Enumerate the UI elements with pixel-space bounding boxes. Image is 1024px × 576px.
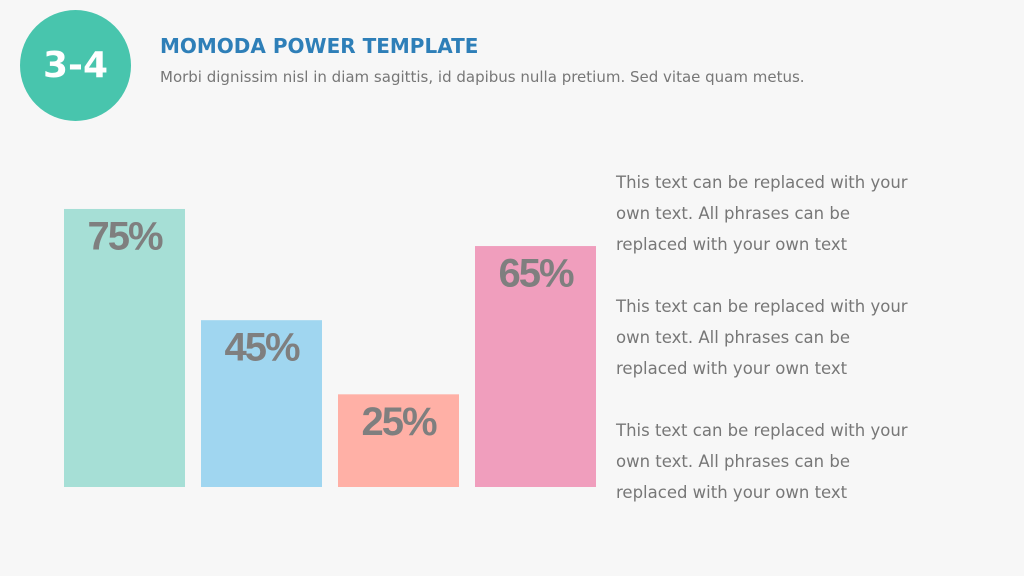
- title: MOMODA POWER TEMPLATE: [160, 34, 479, 58]
- paragraph: This text can be replaced with your own …: [616, 421, 908, 502]
- badge: 3-4: [20, 10, 131, 121]
- value-label: 65%: [498, 252, 573, 296]
- subtitle: Morbi dignissim nisl in diam sagittis, i…: [160, 68, 805, 86]
- bar: [338, 394, 459, 487]
- value-label: 75%: [87, 215, 162, 259]
- chart: 75% 45% 25% 65%: [64, 208, 596, 487]
- bar: [201, 320, 322, 487]
- value-label: 45%: [224, 326, 299, 370]
- paragraph: This text can be replaced with your own …: [616, 297, 908, 378]
- paragraph: This text can be replaced with your own …: [616, 173, 908, 254]
- bar: [475, 246, 596, 487]
- value-label: 25%: [361, 400, 436, 444]
- bar: [64, 208, 185, 487]
